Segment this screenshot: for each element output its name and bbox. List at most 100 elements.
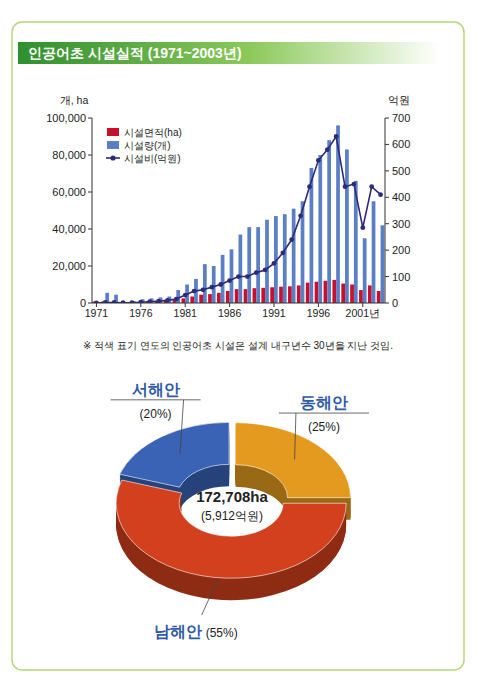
bar bbox=[363, 238, 367, 303]
y-tick bbox=[88, 266, 92, 267]
bar bbox=[244, 289, 248, 303]
leader-line bbox=[180, 400, 184, 454]
slice-label: 남해안 bbox=[154, 623, 202, 640]
line-marker bbox=[183, 293, 188, 298]
x-tick-label: 2001년 bbox=[346, 307, 380, 319]
y2-tick-label: 500 bbox=[392, 165, 410, 177]
y2-tick bbox=[385, 118, 389, 119]
slice-side bbox=[120, 423, 229, 488]
bar bbox=[256, 227, 260, 303]
slice-value-label: (55%) bbox=[206, 626, 238, 640]
bar bbox=[208, 294, 212, 303]
y-tick bbox=[88, 192, 92, 193]
line-marker bbox=[209, 285, 214, 290]
slice bbox=[116, 480, 346, 578]
bar bbox=[283, 214, 287, 303]
bar bbox=[324, 281, 328, 303]
bar bbox=[332, 280, 336, 303]
bar bbox=[221, 255, 225, 303]
y2-tick bbox=[385, 250, 389, 251]
legend-label: 시설량(개) bbox=[124, 140, 171, 151]
legend-swatch bbox=[107, 141, 119, 149]
bar bbox=[239, 235, 243, 303]
line-marker bbox=[263, 268, 268, 273]
line-marker bbox=[218, 282, 223, 287]
line-marker bbox=[192, 289, 197, 294]
bar bbox=[372, 201, 376, 303]
slice-value-label: (25%) bbox=[308, 420, 340, 434]
line-marker bbox=[307, 184, 312, 189]
y2-tick-label: 700 bbox=[392, 112, 410, 124]
bar bbox=[190, 297, 194, 303]
leader-line bbox=[295, 413, 296, 459]
line-marker bbox=[352, 182, 357, 187]
y2-tick bbox=[385, 197, 389, 198]
bar bbox=[327, 140, 331, 303]
bar bbox=[203, 264, 207, 303]
bar bbox=[253, 288, 257, 303]
chart-root: 인공어초 시설실적 (1971~2003년) 0 20,000 40,000 60,00… bbox=[0, 0, 478, 690]
legend: 시설면적(ha)시설량(개)시설비(억원) bbox=[106, 127, 182, 164]
y-tick-label: 20,000 bbox=[52, 260, 86, 272]
legend-marker bbox=[110, 155, 115, 160]
line-marker bbox=[378, 192, 383, 197]
bar bbox=[199, 295, 203, 303]
y2-tick bbox=[385, 223, 389, 224]
y-axis bbox=[92, 118, 93, 303]
bar bbox=[318, 155, 322, 303]
y-tick-label: 60,000 bbox=[52, 186, 86, 198]
donut-sides bbox=[116, 423, 350, 600]
legend-label: 시설면적(ha) bbox=[124, 127, 182, 138]
line-marker bbox=[227, 278, 232, 283]
y2-tick bbox=[385, 276, 389, 277]
x-tick-label: 1991 bbox=[262, 307, 286, 319]
y2-axis bbox=[385, 118, 386, 303]
line-marker bbox=[272, 261, 277, 266]
x-axis bbox=[92, 303, 385, 304]
bar bbox=[212, 266, 216, 303]
line-marker bbox=[298, 213, 303, 218]
y2-tick bbox=[385, 303, 389, 304]
line-marker bbox=[360, 225, 365, 230]
center-text: 172,708ha bbox=[196, 488, 268, 505]
bar bbox=[315, 282, 319, 303]
y-tick-label: 40,000 bbox=[52, 223, 86, 235]
line-marker bbox=[156, 299, 161, 303]
leader-line bbox=[279, 413, 369, 414]
line-marker bbox=[201, 287, 206, 292]
line-marker bbox=[147, 299, 152, 303]
line-marker bbox=[316, 158, 321, 163]
bar bbox=[265, 220, 269, 303]
bar bbox=[381, 225, 385, 303]
bar bbox=[368, 285, 372, 303]
bar bbox=[345, 149, 349, 303]
y2-tick-label: 100 bbox=[392, 271, 410, 283]
bar bbox=[230, 249, 234, 303]
bar bbox=[226, 291, 230, 303]
x-tick-label: 1996 bbox=[307, 307, 331, 319]
plot-area bbox=[93, 125, 385, 303]
line-marker bbox=[334, 134, 339, 139]
bar bbox=[235, 289, 239, 303]
y2-tick-label: 600 bbox=[392, 138, 410, 150]
bar bbox=[270, 287, 274, 303]
panel bbox=[12, 22, 464, 670]
chart-title: 인공어초 시설실적 (1971~2003년) bbox=[28, 45, 242, 61]
line-marker bbox=[280, 250, 285, 255]
x-tick-label: 1981 bbox=[174, 307, 198, 319]
line-marker bbox=[289, 237, 294, 242]
y-tick bbox=[88, 118, 92, 119]
line bbox=[96, 137, 380, 304]
y-tick-label: 100,000 bbox=[46, 112, 86, 124]
y2-tick bbox=[385, 170, 389, 171]
line-marker bbox=[165, 298, 170, 303]
bar bbox=[217, 293, 221, 303]
y2-tick-label: 0 bbox=[392, 297, 398, 309]
bar bbox=[279, 287, 283, 303]
line-marker bbox=[325, 147, 330, 152]
y2-tick-label: 400 bbox=[392, 191, 410, 203]
bar bbox=[247, 227, 251, 303]
y2-axis-label: 억원 bbox=[388, 94, 410, 106]
y-tick bbox=[88, 155, 92, 156]
bar bbox=[306, 283, 310, 303]
